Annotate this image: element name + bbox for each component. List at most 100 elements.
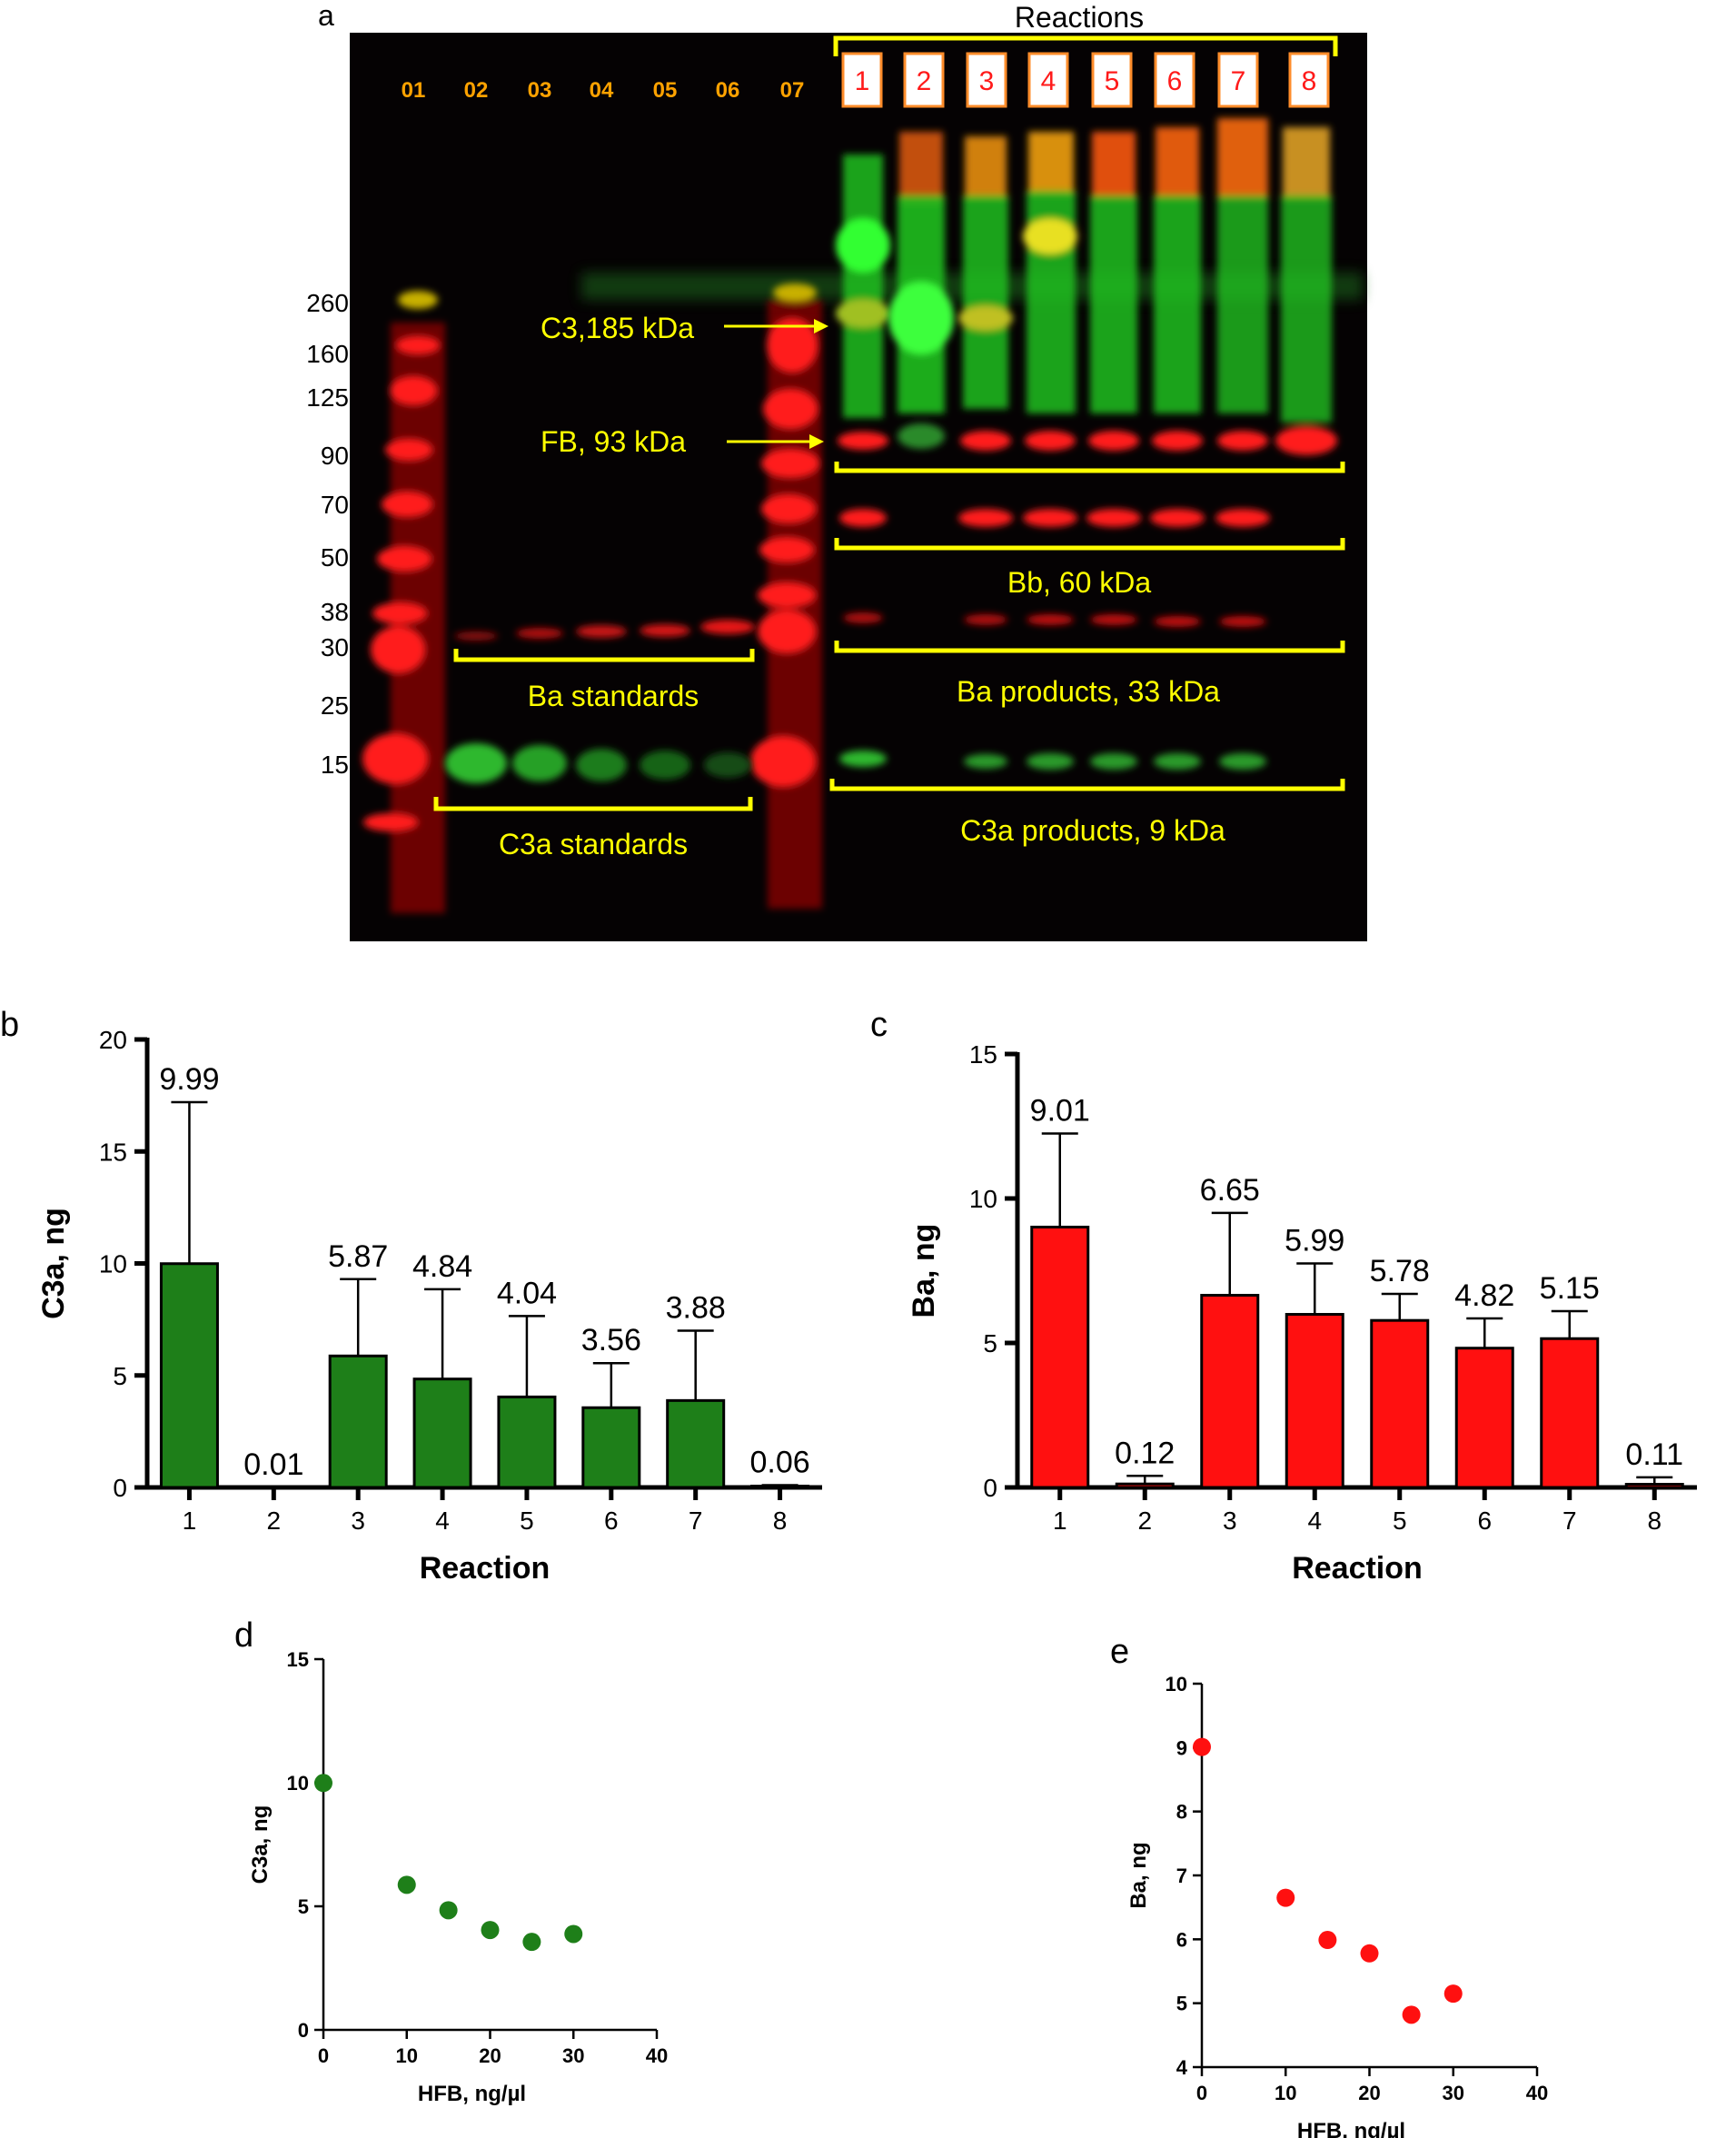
x-tick-label: 3 <box>1223 1507 1237 1535</box>
mw-label: 25 <box>321 691 349 720</box>
chart-d-c3a-scatter: 0 5 10 15 0 10 20 30 40 HFB, ng/µl C3a, ng <box>248 1648 668 2106</box>
mw-label: 15 <box>321 751 349 779</box>
x-tick-label: 40 <box>646 2044 668 2067</box>
reactions-title: Reactions <box>1015 1 1144 34</box>
mw-label: 30 <box>321 633 349 661</box>
y-tick-label: 0 <box>983 1474 997 1502</box>
x-axis-title: Reaction <box>420 1551 551 1586</box>
y-tick-label: 5 <box>983 1329 997 1357</box>
chart-b-c3a-bar: 0 5 10 15 20 9.99 1 0.01 2 5.87 3 4.84 4 4.04 5 3.56 6 3.… <box>36 1026 822 1586</box>
ba-standard-bands <box>454 620 755 641</box>
panel-label-d: d <box>234 1616 253 1655</box>
x-tick-label: 6 <box>604 1507 619 1535</box>
panel-label-a: a <box>318 0 334 32</box>
y-tick-label: 6 <box>1176 1928 1187 1951</box>
bar-value-label: 0.01 <box>243 1447 303 1482</box>
bar <box>159 1262 219 1489</box>
gel-annotations: C3,185 kDa FB, 93 kDa Bb, 60 kDa Ba stan… <box>433 312 1345 860</box>
lane-label: 01 <box>402 78 426 103</box>
reaction-lane-label: 2 <box>917 66 932 96</box>
bar <box>1285 1313 1344 1489</box>
bar-value-label: 3.88 <box>666 1290 726 1325</box>
data-point <box>522 1933 541 1952</box>
c3a-standard-bands <box>445 743 751 783</box>
x-axis-title: HFB, ng/µl <box>1297 2119 1405 2138</box>
bar-value-label: 0.12 <box>1115 1436 1175 1470</box>
x-tick-label: 3 <box>351 1507 365 1535</box>
bar-value-label: 4.82 <box>1454 1278 1514 1313</box>
y-tick-label: 15 <box>287 1648 309 1671</box>
reaction-lane-label: 5 <box>1105 66 1120 96</box>
mw-label: 125 <box>306 383 349 412</box>
reactions-bracket <box>833 35 1338 56</box>
y-axis-title: C3a, ng <box>36 1208 71 1319</box>
y-tick-label: 10 <box>1166 1673 1187 1695</box>
lane-label: 02 <box>464 78 489 103</box>
bar-value-label: 5.78 <box>1370 1254 1430 1288</box>
bar <box>328 1354 388 1489</box>
x-tick-label: 6 <box>1477 1507 1492 1535</box>
chart-c-ba-bar: 0 5 10 15 9.01 1 0.12 2 6.65 3 5.99 4 5.78 5 4.82 6 5.15… <box>907 1040 1697 1586</box>
mw-label: 260 <box>306 289 349 317</box>
bar-value-label: 0.06 <box>749 1446 809 1480</box>
bar <box>1540 1337 1600 1489</box>
lane-label: 03 <box>528 78 552 103</box>
reaction-lane-label: 1 <box>855 66 870 96</box>
x-axis-title: Reaction <box>1292 1551 1423 1586</box>
reaction-lane-label: 6 <box>1167 66 1183 96</box>
bar-value-label: 5.15 <box>1540 1271 1600 1306</box>
panel-label-c: c <box>870 1006 888 1044</box>
y-tick-label: 4 <box>1176 2056 1188 2079</box>
data-point <box>564 1924 583 1944</box>
y-tick-label: 5 <box>1176 1993 1187 2015</box>
data-point <box>481 1921 500 1940</box>
x-tick-label: 5 <box>1393 1507 1407 1535</box>
y-tick-label: 5 <box>113 1362 127 1390</box>
x-tick-label: 1 <box>1053 1507 1067 1535</box>
x-tick-label: 4 <box>1307 1507 1322 1535</box>
y-axis-title: C3a, ng <box>248 1805 273 1884</box>
bar-value-label: 4.84 <box>412 1249 472 1284</box>
y-axis-title: Ba, ng <box>1126 1842 1151 1908</box>
data-point <box>1443 1984 1463 2004</box>
y-tick-label: 8 <box>1176 1801 1187 1824</box>
c3a-standards-annotation: C3a standards <box>499 828 688 860</box>
bar <box>412 1377 472 1489</box>
x-tick-label: 2 <box>267 1507 282 1535</box>
ba-products-annotation: Ba products, 33 kDa <box>957 675 1220 708</box>
y-tick-label: 0 <box>298 2019 309 2042</box>
y-tick-label: 7 <box>1176 1865 1187 1887</box>
data-point <box>397 1875 416 1894</box>
bar <box>1624 1483 1684 1489</box>
lane-label: 06 <box>716 78 740 103</box>
reaction-lane-label: 7 <box>1231 66 1246 96</box>
bar <box>581 1406 641 1489</box>
data-point <box>314 1774 332 1793</box>
x-tick-label: 2 <box>1137 1507 1152 1535</box>
x-tick-label: 0 <box>318 2044 329 2067</box>
data-point <box>439 1901 458 1920</box>
mw-label: 70 <box>321 491 349 519</box>
data-point <box>1402 2005 1421 2024</box>
x-tick-label: 0 <box>1196 2082 1207 2104</box>
bar-value-label: 5.99 <box>1285 1224 1344 1258</box>
x-tick-label: 10 <box>396 2044 418 2067</box>
reaction-lane-label: 4 <box>1041 66 1056 96</box>
bar-value-label: 9.01 <box>1030 1093 1090 1128</box>
x-tick-label: 20 <box>1358 2082 1380 2104</box>
bb-annotation: Bb, 60 kDa <box>1007 566 1152 599</box>
bar-value-label: 3.56 <box>581 1323 641 1357</box>
x-tick-label: 20 <box>479 2044 501 2067</box>
x-tick-label: 7 <box>1562 1507 1577 1535</box>
reaction-lane-boxes: 1 2 3 4 5 6 7 8 <box>841 52 1330 108</box>
lane-label: 04 <box>590 78 614 103</box>
y-tick-label: 20 <box>99 1026 127 1054</box>
y-tick-label: 10 <box>99 1250 127 1278</box>
y-tick-label: 15 <box>99 1138 127 1166</box>
x-tick-label: 40 <box>1526 2082 1548 2104</box>
y-tick-label: 0 <box>113 1474 127 1502</box>
bar-value-label: 6.65 <box>1200 1173 1260 1208</box>
x-tick-label: 7 <box>689 1507 703 1535</box>
fb-annotation: FB, 93 kDa <box>541 425 686 458</box>
